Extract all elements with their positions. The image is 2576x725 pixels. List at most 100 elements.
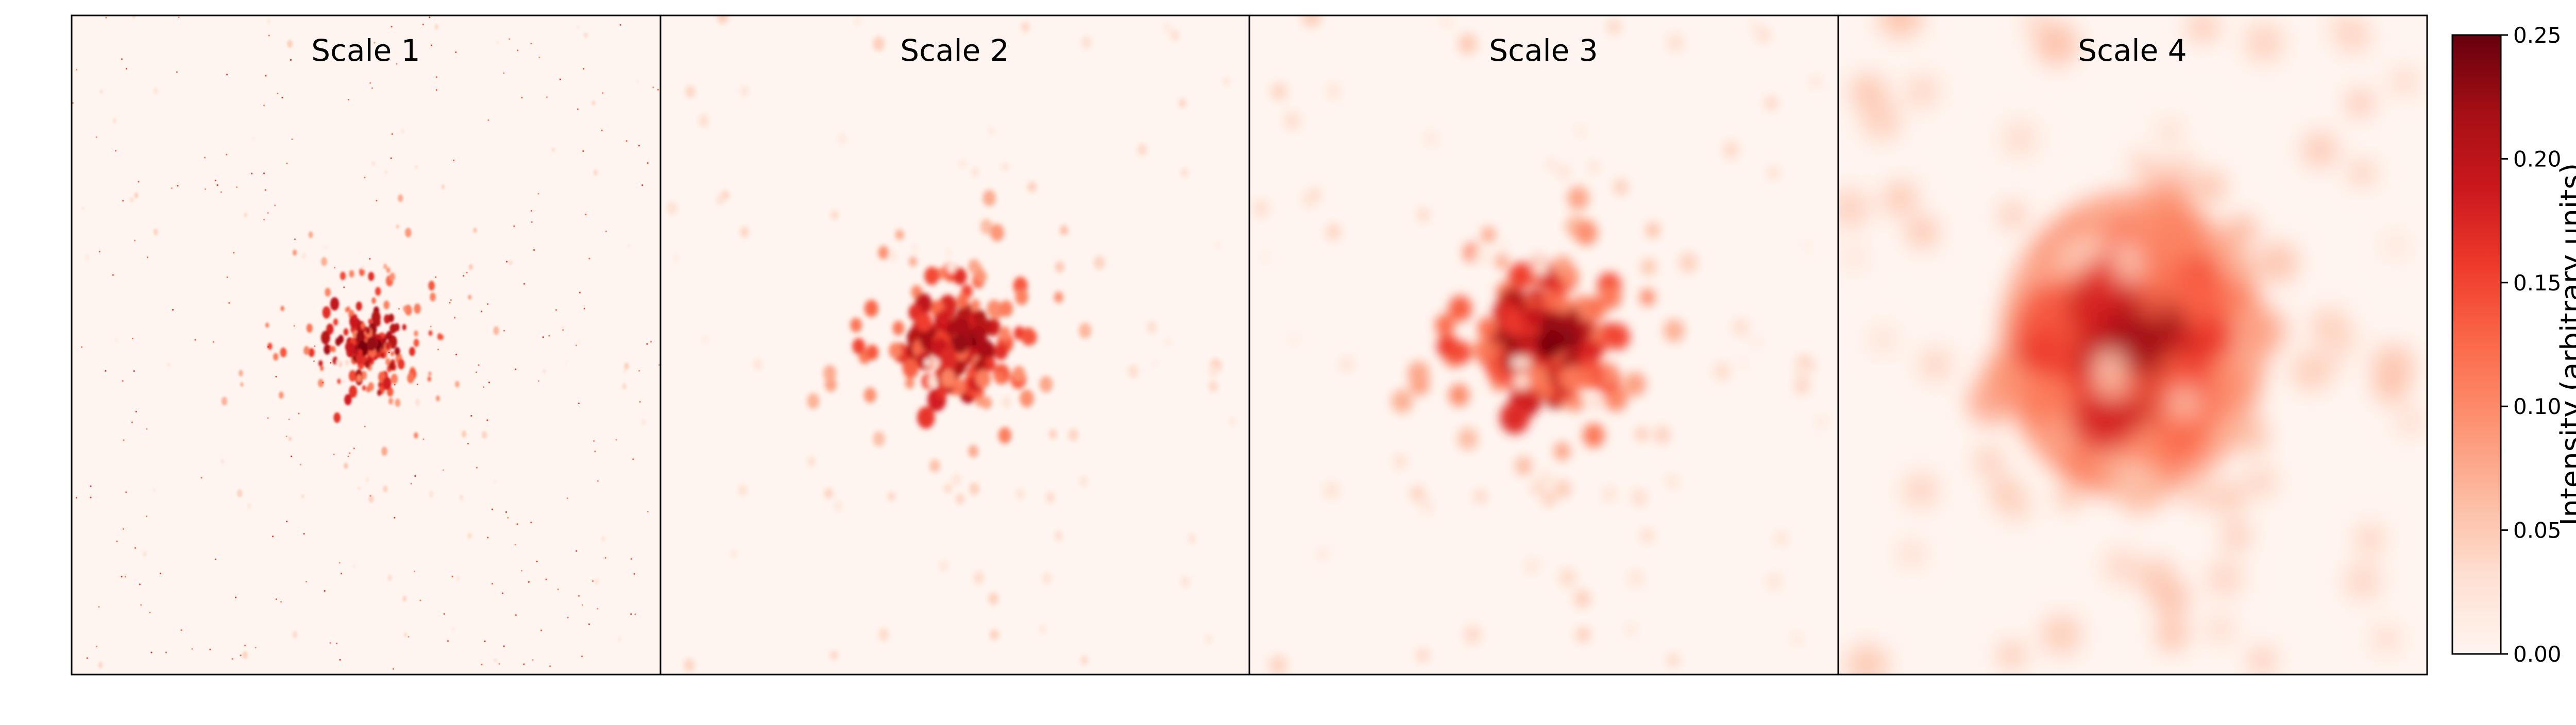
noise-speck [484,640,486,643]
emission-blob [1641,258,1656,275]
emission-blob [428,330,433,336]
emission-blob [1588,160,1600,174]
noise-speck [605,230,607,232]
emission-blob [100,90,103,94]
noise-speck [619,24,621,26]
emission-blob [953,268,967,285]
emission-blob [1477,317,1497,339]
emission-blob [482,430,487,439]
emission-blob [2055,482,2083,510]
noise-speck [486,419,488,421]
emission-blob [1574,125,1586,137]
emission-blob [358,251,361,254]
emission-blob [273,353,279,361]
noise-speck [194,339,196,341]
emission-blob [396,225,399,229]
emission-blob [333,318,338,326]
emission-blob [933,358,940,367]
noise-speck [98,251,100,253]
noise-speck [487,303,489,305]
colorbar-ticks: 0.00 0.05 0.10 0.15 0.20 0.25 [2501,23,2562,667]
noise-speck [391,26,393,28]
emission-blob [2166,385,2202,420]
emission-blob [938,309,950,325]
emission-blob [244,213,247,218]
emission-blob [301,494,304,498]
emission-blob [2001,119,2039,158]
emission-blob [1015,288,1028,305]
emission-blob [2180,476,2215,512]
noise-speck [213,341,215,343]
noise-speck [575,550,578,552]
noise-speck [481,310,483,313]
noise-speck [299,463,302,465]
emission-blob [306,323,313,333]
noise-speck [585,213,587,216]
noise-speck [134,547,137,549]
emission-blob [353,314,358,320]
emission-blob [434,24,438,30]
noise-speck [422,438,425,440]
emission-blob [1899,541,1924,566]
noise-speck [139,583,141,585]
emission-blob [2121,482,2155,515]
emission-blob [321,257,327,266]
noise-speck [422,24,424,26]
emission-blob [902,358,919,378]
emission-blob [807,456,816,467]
emission-blob [280,305,284,312]
emission-blob [940,369,956,388]
emission-blob [402,324,406,331]
emission-blob [1497,240,1510,255]
emission-blob [239,370,243,377]
emission-blob [1391,389,1413,413]
emission-blob [2239,307,2287,355]
emission-blob [2227,215,2257,246]
emission-blob [414,330,418,337]
noise-speck [303,533,305,535]
emission-blob [1208,380,1218,393]
noise-speck [171,187,173,189]
emission-blob [641,418,646,426]
emission-blob [384,170,388,175]
emission-blob [1002,162,1009,171]
noise-speck [650,341,652,343]
emission-blob [324,344,331,355]
emission-blob [945,248,952,257]
emission-blob [82,206,84,211]
emission-blob [1605,323,1630,350]
noise-speck [369,82,371,84]
noise-speck [566,497,568,499]
emission-blob [1038,624,1046,634]
emission-blob [247,503,251,509]
emission-blob [467,532,472,539]
noise-speck [506,261,508,263]
emission-blob [1815,415,1828,429]
emission-blob [368,495,374,503]
noise-speck [583,67,585,70]
noise-speck [322,382,324,384]
noise-speck [343,286,345,288]
noise-speck [450,299,452,301]
noise-speck [172,309,174,311]
emission-blob [1967,377,2015,425]
noise-speck [498,663,500,665]
noise-speck [546,96,548,98]
noise-speck [581,655,583,658]
emission-blob [2396,407,2425,437]
emission-blob [1765,572,1783,591]
noise-speck [145,515,148,517]
emission-blob [1541,491,1556,507]
emission-blob [1080,655,1088,665]
noise-speck [503,72,505,74]
noise-speck [314,345,316,347]
emission-blob [984,357,996,371]
noise-speck [435,89,437,91]
noise-speck [429,16,431,19]
emission-blob [366,336,377,351]
noise-speck [503,645,505,647]
emission-blob [455,381,460,388]
panel-1-title: Scale 1 [311,33,420,68]
emission-blob [403,305,408,312]
emission-blob [1417,208,1430,222]
